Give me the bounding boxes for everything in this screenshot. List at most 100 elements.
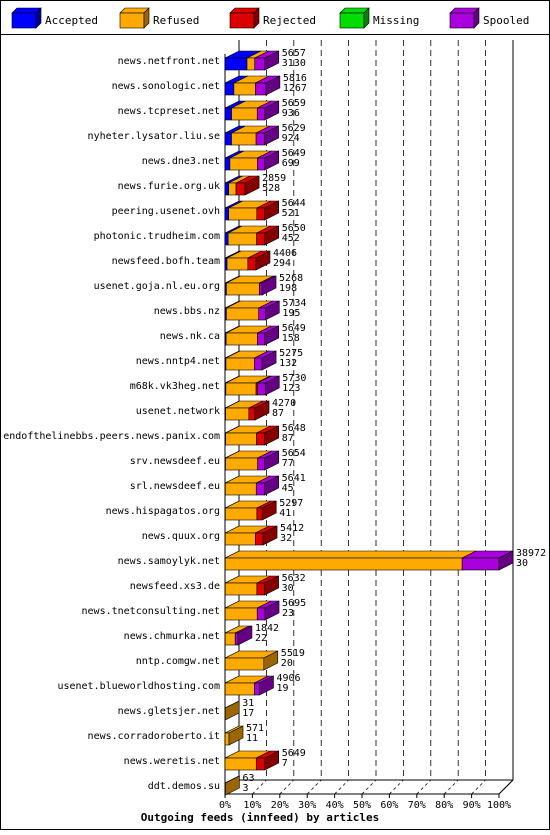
category-label: srl.newsdeef.eu	[130, 481, 220, 492]
accepted-label: 22	[255, 633, 267, 644]
accepted-label: 19	[276, 683, 288, 694]
bar-row	[225, 351, 276, 370]
bar-segment-spooled	[462, 558, 499, 570]
accepted-label: 23	[282, 608, 294, 619]
x-tick-label: 50%	[353, 800, 371, 811]
bar-row	[225, 501, 276, 520]
accepted-label: 936	[282, 108, 300, 119]
accepted-label: 195	[282, 308, 300, 319]
x-tick-label: 40%	[326, 800, 344, 811]
accepted-label: 77	[282, 458, 294, 469]
bar-segment-spooled	[258, 383, 266, 395]
category-label: nyheter.lysator.liu.se	[88, 131, 220, 142]
accepted-label: 30	[516, 558, 528, 569]
bar-segment-rejected	[257, 208, 265, 220]
bar-segment-spooled	[258, 458, 265, 470]
category-label: newsfeed.xs3.de	[130, 581, 220, 592]
bar-segment-refused	[225, 508, 257, 520]
accepted-label: 17	[242, 708, 254, 719]
bar-segment-refused	[226, 383, 256, 395]
bar-segment-spooled	[256, 483, 264, 495]
bar-segment-refused	[226, 358, 254, 370]
accepted-label: 521	[282, 208, 300, 219]
accepted-label: 11	[246, 733, 258, 744]
bar-segment-refused	[225, 683, 254, 695]
accepted-label: 198	[279, 283, 297, 294]
bar-segment-rejected	[257, 433, 265, 445]
bar-row	[225, 326, 279, 345]
x-tick-label: 90%	[463, 800, 481, 811]
bar-segment-spooled	[257, 333, 264, 345]
bar-segment-spooled	[259, 308, 266, 320]
x-tick-label: 0%	[219, 800, 231, 811]
bar-segment-refused	[225, 658, 264, 670]
bar-segment-spooled	[254, 683, 259, 695]
bar-segment-spooled	[259, 283, 262, 295]
x-tick-label: 30%	[298, 800, 316, 811]
category-label: news.corradoroberto.it	[88, 731, 220, 742]
bar-segment-refused	[232, 108, 258, 120]
bar-segment-spooled	[257, 608, 265, 620]
bar-segment-spooled	[255, 83, 266, 95]
category-label: news.bbs.nz	[154, 306, 220, 317]
bar-segment-refused	[226, 458, 258, 470]
accepted-label: 3	[242, 783, 248, 794]
category-label: nntp.comgw.net	[136, 656, 220, 667]
category-label: news.nntp4.net	[136, 356, 220, 367]
bar-segment-refused	[226, 308, 258, 320]
accepted-label: 452	[282, 233, 300, 244]
bar-row	[225, 51, 279, 70]
category-label: news.nk.ca	[160, 331, 220, 342]
bar-segment-rejected	[249, 408, 255, 420]
bar-segment-rejected	[236, 183, 245, 195]
category-label: news.netfront.net	[118, 56, 220, 67]
category-label: news.chmurka.net	[124, 631, 220, 642]
legend-swatch	[12, 13, 36, 28]
legend-label: Spooled	[483, 14, 529, 27]
bar-segment-rejected	[257, 583, 265, 595]
category-label: news.hispagatos.org	[106, 506, 220, 517]
accepted-label: 132	[279, 358, 297, 369]
accepted-label: 924	[282, 133, 300, 144]
bar-segment-refused	[226, 333, 257, 345]
bar-row	[225, 201, 279, 220]
category-label: endofthelinebbs.peers.news.panix.com	[3, 431, 220, 442]
accepted-label: 20	[281, 658, 293, 669]
accepted-label: 158	[282, 333, 300, 344]
category-label: m68k.vk3heg.net	[130, 381, 220, 392]
category-label: news.gletsjer.net	[118, 706, 220, 717]
bar-segment-refused	[226, 408, 249, 420]
bar-segment-accepted	[225, 208, 229, 220]
bar-segment-refused	[225, 733, 229, 745]
bar-segment-accepted	[225, 158, 230, 170]
bar-row	[225, 376, 279, 395]
bar-row	[225, 651, 278, 670]
bar-segment-accepted	[225, 258, 227, 270]
category-label: usenet.network	[136, 406, 220, 417]
bar-segment-refused	[234, 83, 255, 95]
x-tick-label: 10%	[243, 800, 261, 811]
x-axis-title: Outgoing feeds (innfeed) by articles	[141, 811, 379, 824]
accepted-label: 699	[282, 158, 300, 169]
accepted-label: 294	[273, 258, 291, 269]
bar-segment-spooled	[257, 158, 264, 170]
legend-label: Rejected	[263, 14, 316, 27]
legend-swatch	[340, 13, 364, 28]
legend-label: Refused	[153, 14, 199, 27]
x-tick-label: 60%	[380, 800, 398, 811]
bar-row	[225, 301, 279, 320]
category-label: peering.usenet.ovh	[112, 206, 220, 217]
bar-segment-spooled	[256, 133, 264, 145]
bar-row	[225, 601, 279, 620]
bar-segment-refused	[231, 133, 256, 145]
bar-segment-top-refused	[225, 551, 476, 558]
bar-row	[225, 76, 280, 95]
legend-swatch	[120, 13, 144, 28]
category-label: usenet.goja.nl.eu.org	[94, 281, 220, 292]
accepted-label: 30	[282, 583, 294, 594]
bar-row	[225, 276, 276, 295]
bar-segment-refused	[225, 533, 255, 545]
category-label: news.furie.org.uk	[118, 181, 220, 192]
